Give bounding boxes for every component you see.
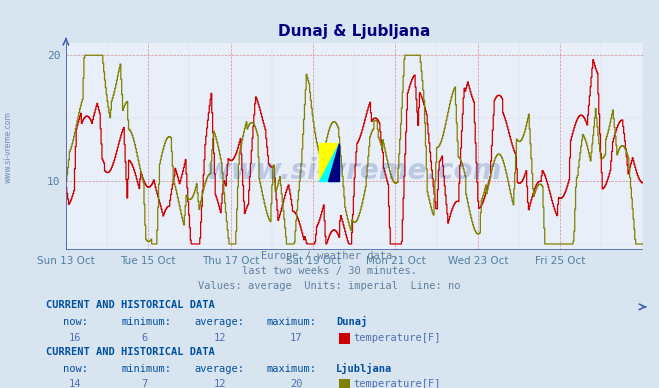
Text: temperature[F]: temperature[F]	[353, 379, 441, 388]
Polygon shape	[319, 143, 339, 181]
Text: average:: average:	[194, 317, 244, 327]
Text: now:: now:	[63, 364, 88, 374]
Text: www.si-vreme.com: www.si-vreme.com	[3, 111, 13, 184]
Text: 12: 12	[214, 333, 227, 343]
Text: temperature[F]: temperature[F]	[353, 333, 441, 343]
Text: 6: 6	[142, 333, 148, 343]
Text: maximum:: maximum:	[267, 364, 317, 374]
Text: CURRENT AND HISTORICAL DATA: CURRENT AND HISTORICAL DATA	[46, 300, 215, 310]
Text: CURRENT AND HISTORICAL DATA: CURRENT AND HISTORICAL DATA	[46, 347, 215, 357]
Title: Dunaj & Ljubljana: Dunaj & Ljubljana	[278, 24, 430, 39]
Polygon shape	[319, 143, 339, 181]
Text: average:: average:	[194, 364, 244, 374]
Text: Values: average  Units: imperial  Line: no: Values: average Units: imperial Line: no	[198, 281, 461, 291]
Text: minimum:: minimum:	[122, 317, 172, 327]
Text: Ljubljana: Ljubljana	[336, 363, 392, 374]
Text: maximum:: maximum:	[267, 317, 317, 327]
Text: minimum:: minimum:	[122, 364, 172, 374]
Text: 14: 14	[69, 379, 82, 388]
Text: www.si-vreme.com: www.si-vreme.com	[206, 158, 502, 185]
Text: last two weeks / 30 minutes.: last two weeks / 30 minutes.	[242, 266, 417, 276]
Text: now:: now:	[63, 317, 88, 327]
Text: 7: 7	[142, 379, 148, 388]
Text: 20: 20	[290, 379, 302, 388]
Text: 16: 16	[69, 333, 82, 343]
Text: Dunaj: Dunaj	[336, 316, 367, 327]
Text: Europe / weather data.: Europe / weather data.	[261, 251, 398, 261]
Polygon shape	[328, 143, 339, 181]
Text: 17: 17	[290, 333, 302, 343]
Text: 12: 12	[214, 379, 227, 388]
